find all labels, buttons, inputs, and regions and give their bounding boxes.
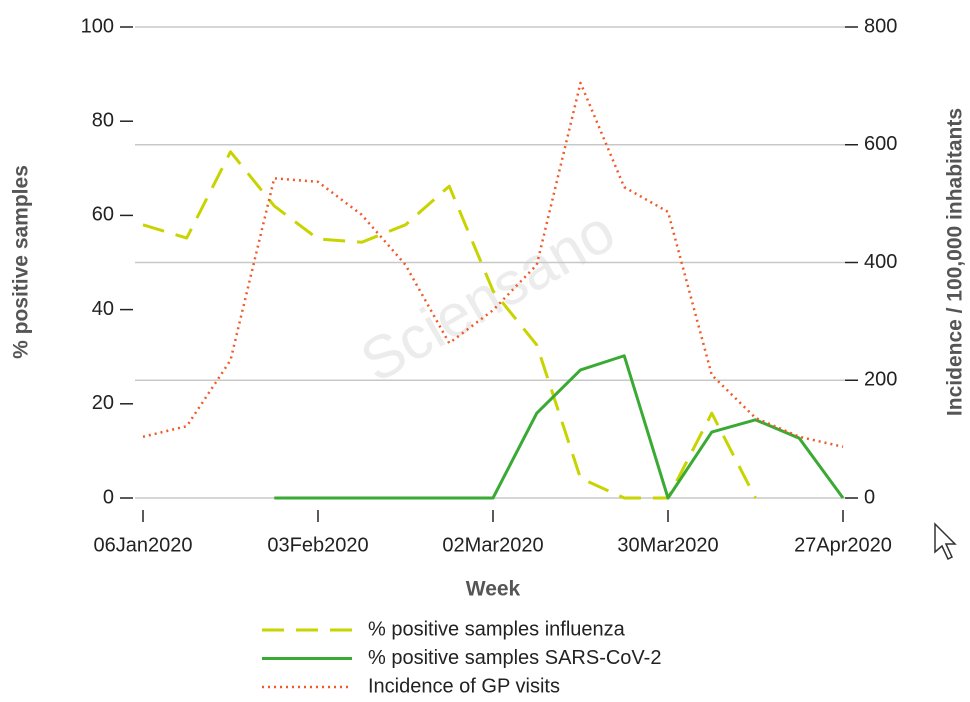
x-tick-label: 03Feb2020	[267, 534, 368, 556]
y-axis-title: % positive samples	[10, 165, 33, 359]
x-tick-label: 27Apr2020	[794, 534, 892, 556]
mouse-cursor	[934, 522, 957, 561]
series-line	[142, 150, 757, 500]
y-tick-label: 40	[92, 298, 114, 320]
legend-label: % positive samples influenza	[368, 618, 626, 640]
y-tick-label: 20	[92, 392, 114, 414]
x-tick-label: 02Mar2020	[442, 534, 543, 556]
y2-tick-label: 600	[864, 133, 897, 155]
y-tick-label: 80	[92, 109, 114, 131]
legend-label: Incidence of GP visits	[368, 675, 560, 697]
y2-tick-label: 800	[864, 15, 897, 37]
x-tick-label: 06Jan2020	[94, 534, 193, 556]
watermark: Sciensano	[350, 197, 626, 395]
y2-tick-label: 0	[864, 486, 875, 508]
y2-tick-label: 400	[864, 251, 897, 273]
y-tick-label: 60	[92, 204, 114, 226]
y-tick-label: 100	[81, 15, 114, 37]
legend-label: % positive samples SARS-CoV-2	[368, 647, 661, 669]
series-line	[274, 354, 845, 500]
y2-axis-title: Incidence / 100,000 inhabitants	[944, 108, 967, 416]
x-axis-title: Week	[466, 578, 521, 601]
y-tick-label: 0	[103, 486, 114, 508]
x-tick-label: 30Mar2020	[617, 534, 718, 556]
y2-tick-label: 200	[864, 369, 897, 391]
